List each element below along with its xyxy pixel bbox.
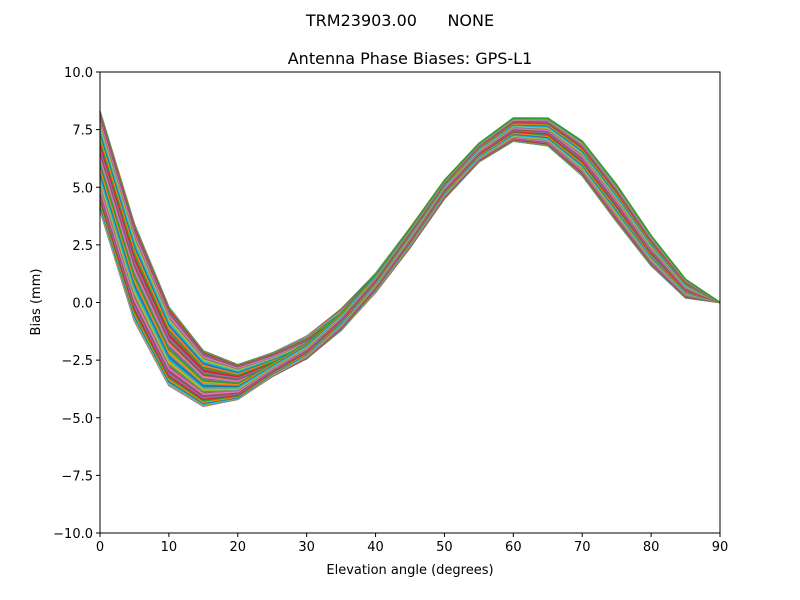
x-tick-label: 60 [505, 540, 522, 555]
y-tick-label: 5.0 [72, 181, 93, 196]
y-tick-label: 2.5 [72, 239, 93, 254]
x-axis-label: Elevation angle (degrees) [326, 563, 493, 578]
y-axis-label: Bias (mm) [29, 269, 44, 336]
chart-suptitle: TRM23903.00 NONE [305, 11, 494, 30]
x-tick-label: 90 [712, 540, 729, 555]
y-tick-label: −5.0 [61, 412, 93, 427]
series-line [99, 130, 721, 373]
x-tick-label: 30 [298, 540, 315, 555]
x-tick-label: 20 [230, 540, 247, 555]
x-axis: 0 10 20 30 40 50 60 70 80 90 [96, 533, 728, 555]
series-lines [99, 110, 721, 407]
y-axis: −10.0 −7.5 −5.0 −2.5 0.0 2.5 5.0 7.5 10.0 [53, 66, 100, 542]
y-tick-label: 10.0 [64, 66, 93, 81]
x-tick-label: 40 [367, 540, 384, 555]
x-tick-label: 80 [643, 540, 660, 555]
series-line [99, 127, 721, 372]
x-tick-label: 10 [161, 540, 178, 555]
y-tick-label: 0.0 [72, 297, 93, 312]
x-tick-label: 70 [574, 540, 591, 555]
y-tick-label: 7.5 [72, 124, 93, 139]
x-tick-label: 0 [96, 540, 104, 555]
y-tick-label: −7.5 [61, 469, 93, 484]
x-tick-label: 50 [436, 540, 453, 555]
y-tick-label: −2.5 [61, 354, 93, 369]
series-line [99, 117, 721, 385]
plot-frame [99, 71, 721, 534]
y-tick-label: −10.0 [53, 527, 93, 542]
chart-title: Antenna Phase Biases: GPS-L1 [288, 49, 533, 68]
